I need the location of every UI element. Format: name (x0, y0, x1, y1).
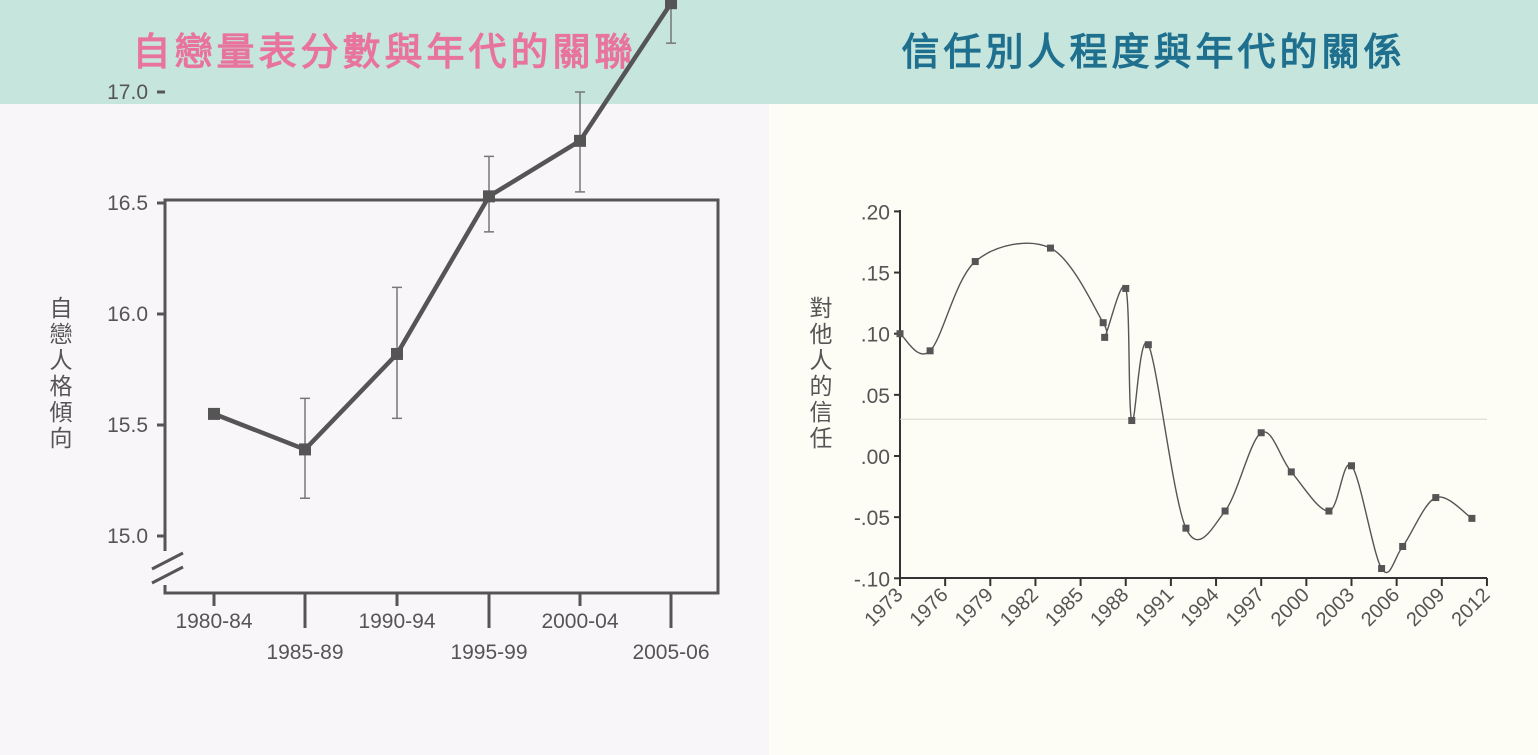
left-y-tick-label: 16.5 (107, 192, 148, 215)
right-y-tick-label: .00 (861, 446, 890, 469)
left-axis-break-mark (151, 551, 184, 571)
right-chart-panel (769, 104, 1538, 755)
right-data-point (1047, 244, 1054, 252)
right-data-point (1287, 468, 1295, 476)
right-y-tick-label: .15 (861, 263, 890, 286)
right-data-point (1399, 543, 1407, 551)
right-data-point (1221, 507, 1229, 515)
left-y-tick-label: 16.0 (107, 303, 148, 326)
left-data-point (208, 407, 220, 420)
right-data-point (1468, 514, 1476, 522)
right-data-point (1128, 417, 1136, 425)
title-banner (0, 0, 1538, 104)
left-x-tick-label: 2005-06 (632, 641, 709, 664)
left-x-tick-label: 2000-04 (541, 610, 618, 633)
right-data-point (1099, 319, 1107, 327)
right-data-point (1432, 494, 1440, 502)
right-data-point (1378, 565, 1386, 573)
right-data-point (1348, 462, 1355, 470)
right-data-point (1257, 429, 1265, 437)
left-y-tick-label: 15.5 (107, 414, 148, 437)
right-data-point (926, 347, 934, 355)
right-x-tick-label: 1982 (996, 584, 1043, 631)
left-plot-frame (163, 198, 720, 595)
right-y-tick-label: .05 (861, 385, 890, 408)
right-x-tick-label: 2003 (1312, 584, 1359, 631)
left-chart-panel (0, 104, 769, 755)
right-y-tick-label: -.05 (854, 507, 890, 530)
right-data-point (1325, 507, 1333, 515)
left-x-tick-label: 1980-84 (175, 610, 252, 633)
right-data-point (896, 330, 904, 338)
left-data-point (574, 134, 586, 147)
left-data-point (391, 347, 403, 360)
left-series-line (213, 1, 673, 452)
left-x-tick-label: 1990-94 (358, 610, 435, 633)
right-data-point (1182, 524, 1190, 532)
left-x-tick-label: 1995-99 (450, 641, 527, 664)
right-data-point (1144, 341, 1152, 349)
right-x-tick-label: 2000 (1267, 584, 1314, 631)
right-x-tick-label: 1985 (1041, 584, 1088, 631)
right-data-point (1122, 284, 1130, 292)
right-x-tick-label: 1979 (951, 584, 998, 631)
right-y-axis-label: 對他人的信任 (809, 296, 833, 452)
left-data-point (665, 0, 677, 10)
left-data-point (483, 190, 495, 203)
right-x-tick-label: 1976 (906, 584, 953, 631)
left-axis-break-mark (151, 565, 184, 585)
right-x-tick-label: 2009 (1402, 584, 1449, 631)
right-x-tick-label: 1988 (1086, 584, 1133, 631)
left-y-axis-label: 自戀人格傾向 (49, 296, 73, 452)
right-x-tick-label: 1994 (1177, 584, 1224, 631)
right-series-line (899, 242, 1473, 574)
left-x-tick-label: 1985-89 (266, 641, 343, 664)
left-y-tick-label: 17.0 (107, 81, 148, 104)
right-data-point (1101, 333, 1109, 341)
right-y-tick-label: -.10 (854, 568, 890, 591)
right-x-tick-label: 2006 (1357, 584, 1404, 631)
left-data-point (299, 443, 311, 456)
left-y-tick-label: 15.0 (107, 525, 148, 548)
right-data-point (971, 258, 979, 266)
right-x-tick-label: 1991 (1131, 584, 1178, 631)
right-chart-title: 信任別人程度與年代的關係 (901, 30, 1406, 74)
right-y-tick-label: .10 (861, 324, 890, 347)
right-y-tick-label: .20 (861, 201, 890, 224)
left-chart-title: 自戀量表分數與年代的關聯 (132, 30, 637, 74)
right-x-tick-label: 2012 (1447, 584, 1494, 631)
right-x-tick-label: 1997 (1222, 584, 1269, 631)
